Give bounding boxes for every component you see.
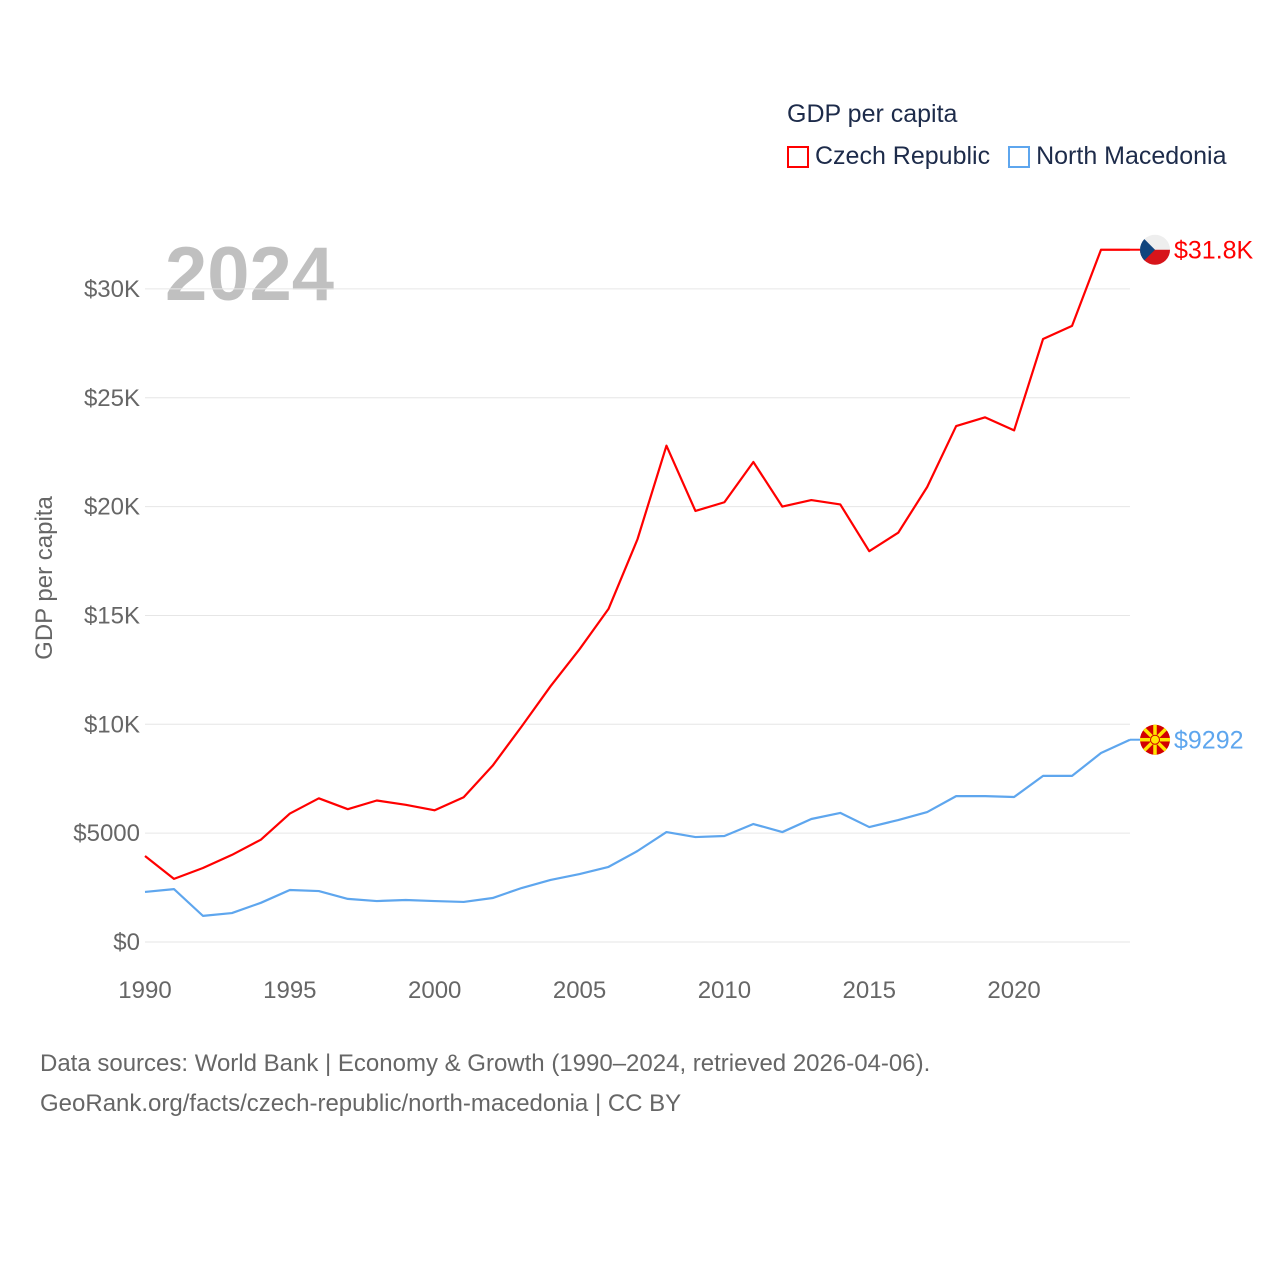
y-tick-label: $0 [113, 929, 140, 956]
source-link[interactable]: GeoRank.org/facts/czech-republic/north-m… [40, 1090, 682, 1117]
north-macedonia-flag-icon [1140, 724, 1170, 755]
y-tick-label: $30K [84, 276, 140, 303]
y-tick-label: $20K [84, 494, 140, 521]
y-tick-label: $5000 [73, 820, 140, 847]
x-tick-label: 1990 [118, 977, 171, 1004]
data-source-text: Data sources: World Bank | Economy & Gro… [40, 1050, 931, 1077]
footer: Data sources: World Bank | Economy & Gro… [40, 1044, 930, 1124]
legend: Czech Republic North Macedonia [787, 142, 1226, 171]
legend-item-north-macedonia[interactable]: North Macedonia [1008, 142, 1226, 171]
end-value-label: $31.8K [1174, 237, 1254, 265]
legend-item-czech-republic[interactable]: Czech Republic [787, 142, 990, 171]
y-tick-label: $10K [84, 711, 140, 738]
x-tick-label: 2000 [408, 977, 461, 1004]
x-tick-label: 1995 [263, 977, 316, 1004]
end-value-label: $9292 [1174, 727, 1244, 755]
legend-swatch [1008, 145, 1031, 168]
legend-swatch [787, 145, 809, 168]
y-axis-label: GDP per capita [31, 496, 58, 660]
legend-title: GDP per capita [787, 100, 958, 128]
year-label: 2024 [165, 232, 334, 317]
x-tick-label: 2010 [698, 977, 751, 1004]
czech-flag-icon [1140, 234, 1170, 265]
x-tick-label: 2020 [987, 977, 1040, 1004]
legend-label: North Macedonia [1036, 142, 1227, 170]
x-tick-label: 2005 [553, 977, 606, 1004]
legend-label: Czech Republic [815, 142, 991, 170]
x-tick-label: 2015 [843, 977, 896, 1004]
y-tick-label: $25K [84, 385, 140, 412]
series-line-czech-republic [144, 248, 1130, 880]
series-line-north-macedonia [144, 738, 1131, 917]
y-tick-label: $15K [84, 602, 140, 629]
